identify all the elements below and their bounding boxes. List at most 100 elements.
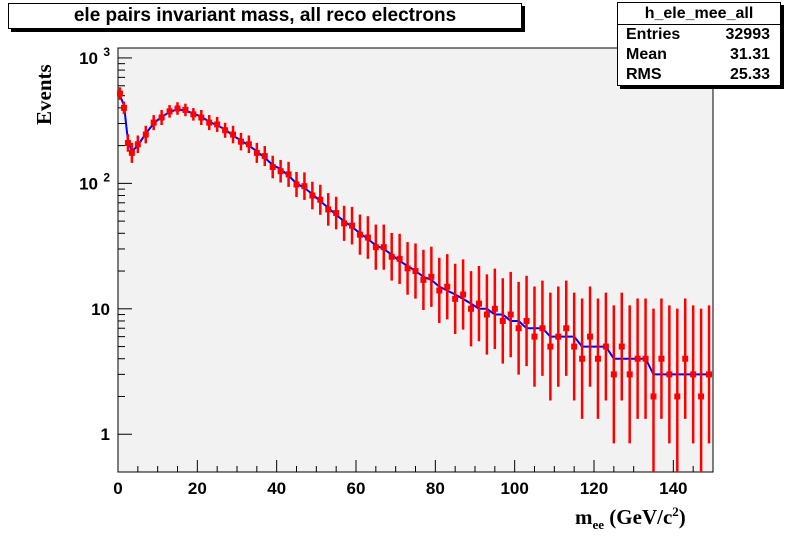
x-label-close: ) bbox=[678, 505, 686, 529]
data-point bbox=[436, 287, 443, 294]
data-point bbox=[134, 141, 141, 148]
data-point bbox=[594, 355, 601, 362]
data-point bbox=[128, 149, 135, 156]
data-point bbox=[333, 210, 340, 217]
data-point bbox=[515, 325, 522, 332]
data-point bbox=[120, 104, 127, 111]
data-point bbox=[158, 114, 165, 121]
data-point bbox=[388, 253, 395, 260]
data-point bbox=[364, 234, 371, 241]
data-point bbox=[245, 141, 252, 148]
stats-value: 32993 bbox=[725, 26, 771, 43]
stats-value: 31.31 bbox=[729, 46, 770, 63]
data-point bbox=[150, 119, 157, 126]
data-point bbox=[317, 196, 324, 203]
data-point bbox=[634, 355, 641, 362]
data-point bbox=[642, 355, 649, 362]
data-point bbox=[507, 311, 514, 318]
data-point bbox=[690, 371, 697, 378]
data-point bbox=[285, 171, 292, 178]
data-point bbox=[610, 371, 617, 378]
data-point bbox=[706, 371, 713, 378]
data-point bbox=[571, 343, 578, 350]
y-tick-label: 10 bbox=[79, 174, 98, 193]
data-point bbox=[460, 291, 467, 298]
data-point bbox=[116, 90, 123, 97]
y-tick-label: 10 bbox=[79, 49, 98, 68]
data-point bbox=[602, 343, 609, 350]
data-point bbox=[587, 333, 594, 340]
y-tick-exponent: 3 bbox=[103, 45, 110, 59]
stats-row-mean: Mean 31.31 bbox=[618, 45, 780, 65]
data-point bbox=[666, 371, 673, 378]
x-tick-label: 100 bbox=[500, 479, 528, 498]
data-point bbox=[579, 355, 586, 362]
data-point bbox=[230, 131, 237, 138]
data-point bbox=[341, 220, 348, 227]
data-point bbox=[166, 108, 173, 115]
stats-histogram-name: h_ele_mee_all bbox=[618, 3, 780, 25]
data-point bbox=[428, 273, 435, 280]
x-tick-label: 120 bbox=[580, 479, 608, 498]
data-point bbox=[468, 305, 475, 312]
x-tick-label: 60 bbox=[347, 479, 366, 498]
data-point bbox=[523, 317, 530, 324]
x-label-main: m bbox=[575, 505, 593, 529]
x-tick-label: 40 bbox=[267, 479, 286, 498]
data-point bbox=[325, 206, 332, 213]
data-point bbox=[452, 295, 459, 302]
data-point bbox=[563, 325, 570, 332]
data-point bbox=[674, 393, 681, 400]
data-point bbox=[412, 268, 419, 275]
stats-label: Entries bbox=[626, 26, 681, 43]
stats-row-entries: Entries 32993 bbox=[618, 25, 780, 45]
data-point bbox=[269, 164, 276, 171]
data-point bbox=[547, 343, 554, 350]
data-point bbox=[124, 139, 131, 146]
x-axis-label: mee (GeV/c2) bbox=[575, 504, 686, 533]
data-point bbox=[491, 305, 498, 312]
data-point bbox=[293, 181, 300, 188]
data-point bbox=[372, 244, 379, 251]
data-point bbox=[658, 355, 665, 362]
data-point bbox=[555, 333, 562, 340]
chart-title: ele pairs invariant mass, all reco elect… bbox=[8, 3, 522, 29]
x-label-sub: ee bbox=[592, 517, 605, 533]
x-tick-label: 0 bbox=[113, 479, 122, 498]
data-point bbox=[277, 168, 284, 175]
data-point bbox=[349, 222, 356, 229]
data-point bbox=[261, 153, 268, 160]
x-tick-label: 20 bbox=[188, 479, 207, 498]
data-point bbox=[499, 317, 506, 324]
data-point bbox=[214, 121, 221, 128]
data-point bbox=[182, 106, 189, 113]
data-point bbox=[531, 333, 538, 340]
data-point bbox=[174, 105, 181, 112]
stats-box: h_ele_mee_all Entries 32993 Mean 31.31 R… bbox=[617, 2, 781, 86]
data-point bbox=[682, 355, 689, 362]
y-tick-label: 10 bbox=[91, 300, 110, 319]
data-point bbox=[301, 183, 308, 190]
data-point bbox=[142, 131, 149, 138]
data-point bbox=[380, 244, 387, 251]
data-point bbox=[420, 276, 427, 283]
data-point bbox=[190, 111, 197, 118]
data-point bbox=[618, 343, 625, 350]
x-label-sup: 2 bbox=[672, 504, 679, 519]
data-point bbox=[483, 311, 490, 318]
data-point bbox=[206, 119, 213, 126]
x-label-unit: (GeV/c bbox=[609, 505, 673, 529]
data-point bbox=[475, 300, 482, 307]
data-point bbox=[698, 393, 705, 400]
data-point bbox=[198, 114, 205, 121]
stats-label: RMS bbox=[626, 66, 662, 83]
x-tick-label: 140 bbox=[659, 479, 687, 498]
y-tick-label: 1 bbox=[101, 425, 110, 444]
stats-row-rms: RMS 25.33 bbox=[618, 65, 780, 85]
data-point bbox=[356, 231, 363, 238]
data-point bbox=[626, 371, 633, 378]
data-point bbox=[222, 127, 229, 134]
y-axis-label: Events bbox=[32, 64, 56, 125]
stats-label: Mean bbox=[626, 46, 667, 63]
